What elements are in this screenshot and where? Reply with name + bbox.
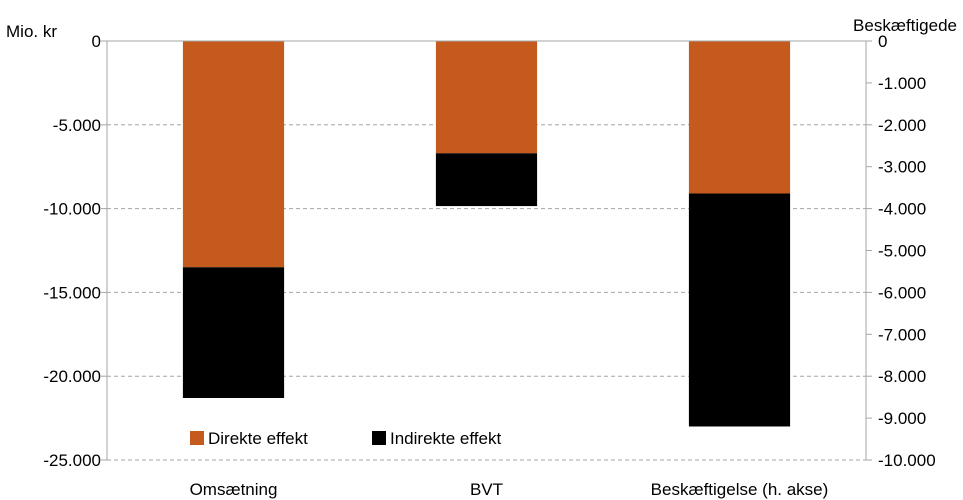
right-tick-label: -8.000 xyxy=(878,367,926,386)
left-axis-title: Mio. kr xyxy=(6,22,57,41)
bar-segment xyxy=(688,41,791,194)
right-axis-title: Beskæftigede xyxy=(853,16,957,35)
bars xyxy=(182,41,791,427)
bar-segment xyxy=(688,193,791,427)
category-label: Omsætning xyxy=(190,480,278,499)
legend-label: Indirekte effekt xyxy=(390,429,501,448)
right-tick-label: -6.000 xyxy=(878,283,926,302)
axes xyxy=(101,40,872,461)
left-tick-label: -5.000 xyxy=(53,116,101,135)
legend-swatch xyxy=(372,431,386,445)
left-tick-label: -25.000 xyxy=(43,451,101,470)
legend-swatch xyxy=(190,431,204,445)
category-label: BVT xyxy=(470,480,503,499)
right-tick-label: -7.000 xyxy=(878,325,926,344)
bar-segment xyxy=(435,41,538,154)
right-tick-label: -1.000 xyxy=(878,74,926,93)
left-tick-label: -10.000 xyxy=(43,200,101,219)
right-tick-label: -5.000 xyxy=(878,242,926,261)
category-label: Beskæftigelse (h. akse) xyxy=(651,480,829,499)
legend: Direkte effekt Indirekte effekt xyxy=(190,429,501,448)
left-tick-label: -20.000 xyxy=(43,367,101,386)
right-tick-label: -4.000 xyxy=(878,200,926,219)
bar-segment xyxy=(182,267,285,398)
bar-segment xyxy=(435,153,538,207)
legend-label: Direkte effekt xyxy=(208,429,308,448)
right-tick-label: -9.000 xyxy=(878,409,926,428)
bar-segment xyxy=(182,41,285,268)
left-tick-label: -15.000 xyxy=(43,283,101,302)
right-tick-label: -3.000 xyxy=(878,158,926,177)
right-tick-label: -10.000 xyxy=(878,451,936,470)
axis-labels: Mio. kr Beskæftigede 0 -5.000 -10.000 -15.0… xyxy=(6,16,957,499)
left-tick-label: 0 xyxy=(92,32,101,51)
right-tick-label: 0 xyxy=(878,32,887,51)
right-tick-label: -2.000 xyxy=(878,116,926,135)
